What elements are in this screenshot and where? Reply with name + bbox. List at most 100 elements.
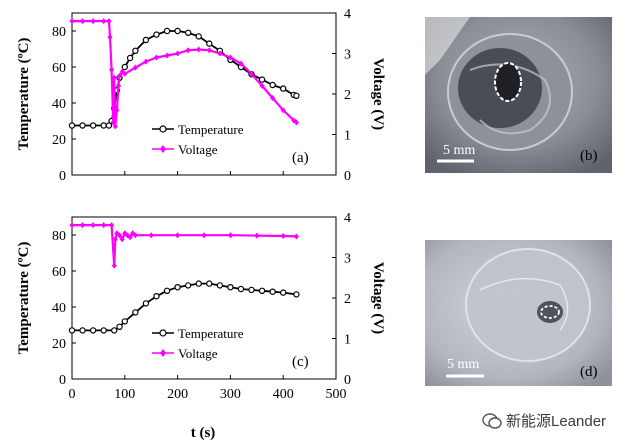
legend-c: Temperature Voltage: [152, 326, 244, 361]
y-tick-label-a-0: 0: [59, 169, 66, 184]
temperature-point-c-11: [174, 284, 181, 291]
temperature-point-c-6: [121, 318, 129, 325]
voltage-point-a-1: [79, 18, 86, 25]
temperature-point-a-18: [206, 40, 213, 47]
x-tick-label-c-2: 200: [167, 387, 188, 402]
legend-label-voltage-a: Voltage: [178, 142, 218, 157]
voltage-point-a-5: [107, 34, 113, 41]
voltage-point-a-26: [248, 70, 255, 77]
legend-marker-temperature-c: [159, 329, 167, 337]
voltage-point-a-9: [112, 123, 118, 130]
temperature-point-c-22: [293, 291, 300, 298]
temperature-point-a-3: [100, 122, 107, 129]
voltage-point-a-22: [206, 47, 212, 54]
voltage-point-a-21: [196, 46, 202, 53]
y-tick-label-a-4: 80: [52, 25, 66, 40]
photo-d: 5 mm (d): [425, 240, 612, 386]
temperature-point-c-21: [280, 289, 287, 296]
photo-d-scale-label: 5 mm: [447, 357, 479, 372]
legend-label-voltage-c: Voltage: [178, 346, 218, 361]
photo-b-bright-edge: [425, 17, 470, 75]
temperature-point-a-11: [132, 47, 139, 55]
wechat-icon: [482, 412, 502, 429]
voltage-point-a-18: [164, 52, 170, 59]
y-axis-label-a: Temperature (ºC): [16, 38, 32, 151]
temperature-point-c-17: [237, 285, 245, 293]
legend-label-temperature-c: Temperature: [178, 326, 244, 341]
photo-b-panel-label: (b): [580, 148, 598, 164]
voltage-point-a-28: [270, 95, 276, 102]
temperature-point-c-15: [216, 282, 224, 289]
voltage-point-a-23: [217, 50, 223, 57]
voltage-point-a-0: [69, 18, 75, 25]
temperature-point-a-13: [153, 31, 160, 38]
voltage-point-c-21: [293, 233, 299, 240]
legend-marker-voltage-a: [160, 145, 166, 153]
photo-d-panel-label: (d): [580, 364, 598, 380]
temperature-point-a-16: [184, 29, 192, 36]
voltage-point-c-17: [201, 232, 207, 239]
voltage-point-c-8: [116, 232, 123, 239]
y2-axis-label-a: Voltage (V): [370, 58, 386, 130]
voltage-point-a-27: [259, 82, 265, 89]
voltage-point-a-10: [114, 107, 120, 114]
legend-a: Temperature Voltage: [152, 122, 244, 157]
temperature-point-c-14: [206, 280, 213, 287]
watermark: 新能源Leander: [482, 410, 606, 431]
series-c: [68, 222, 300, 334]
x-tick-label-c-1: 100: [114, 387, 135, 402]
y2-tick-label-c-0: 0: [344, 373, 351, 388]
temperature-point-c-20: [269, 288, 276, 295]
temperature-point-a-12: [142, 36, 150, 44]
y2-tick-label-c-1: 1: [344, 333, 351, 348]
temperature-point-c-4: [111, 327, 118, 334]
y-tick-label-a-2: 40: [52, 97, 66, 112]
y2-tick-label-a-0: 0: [344, 169, 351, 184]
voltage-point-a-25: [238, 60, 244, 67]
temperature-point-a-9: [121, 63, 129, 71]
y-tick-label-c-4: 80: [52, 229, 66, 244]
y-tick-label-c-0: 0: [59, 373, 66, 388]
photo-d-vent-dark: [537, 301, 563, 323]
voltage-point-a-2: [90, 18, 96, 25]
voltage-point-c-18: [227, 232, 233, 239]
voltage-point-a-19: [175, 50, 181, 57]
voltage-point-a-3: [101, 18, 107, 25]
voltage-point-a-11: [115, 82, 122, 89]
voltage-point-c-14: [132, 232, 138, 239]
temperature-point-c-7: [132, 309, 139, 316]
temperature-point-c-9: [153, 293, 160, 300]
temperature-point-a-27: [293, 92, 300, 100]
temperature-point-c-16: [227, 284, 234, 291]
temperature-point-a-14: [163, 27, 171, 35]
x-tick-label-c-3: 300: [220, 387, 241, 402]
voltage-point-a-12: [116, 72, 123, 79]
voltage-point-a-29: [280, 107, 286, 114]
panel-label-c: (c): [292, 354, 309, 370]
temperature-point-a-23: [258, 76, 266, 83]
y-tick-label-a-1: 20: [52, 133, 66, 148]
temperature-point-c-10: [163, 287, 171, 294]
y2-tick-label-c-4: 4: [344, 211, 351, 226]
temperature-point-c-8: [142, 300, 150, 307]
voltage-point-a-4: [106, 18, 112, 25]
legend-marker-voltage-c: [160, 349, 166, 357]
y2-tick-label-a-1: 1: [344, 129, 351, 144]
voltage-line-c: [72, 224, 297, 267]
legend-label-temperature-a: Temperature: [178, 122, 244, 137]
temperature-point-c-12: [184, 282, 192, 289]
voltage-point-c-12: [127, 234, 133, 241]
temperature-point-a-10: [126, 54, 134, 62]
y-tick-label-c-2: 40: [52, 301, 66, 316]
voltage-point-c-2: [90, 222, 96, 229]
watermark-text: 新能源Leander: [506, 413, 607, 430]
temperature-point-c-1: [79, 327, 86, 334]
temperature-point-a-24: [269, 81, 276, 89]
voltage-point-c-20: [280, 233, 286, 240]
voltage-point-c-6: [112, 236, 118, 243]
temperature-point-a-4: [105, 122, 113, 129]
y-axis-label-c: Temperature (ºC): [16, 242, 32, 355]
